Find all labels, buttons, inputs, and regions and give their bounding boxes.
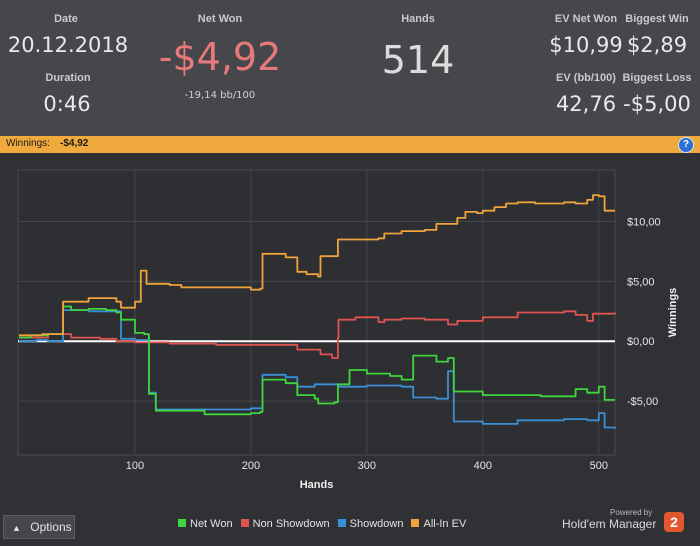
options-label: Options xyxy=(30,520,72,534)
x-tick-label: 300 xyxy=(358,460,376,472)
net-won-bb: -19,14 bb/100 xyxy=(184,90,256,101)
ev-bb-value: 42,76 xyxy=(555,92,617,116)
hands-value: 514 xyxy=(381,38,455,82)
options-button[interactable]: ▲ Options xyxy=(3,515,75,539)
series-line-net-won xyxy=(19,305,615,416)
stats-header: Date 20.12.2018 Duration 0:46 Net Won -$… xyxy=(0,0,700,137)
winnings-bar-value: -$4,92 xyxy=(60,138,89,149)
y-tick-label: $10,00 xyxy=(627,216,661,228)
legend-item[interactable]: Non Showdown xyxy=(240,518,330,530)
ev-bb-label: EV (bb/100) xyxy=(556,72,616,84)
legend-item[interactable]: Net Won xyxy=(178,518,233,530)
x-tick-label: 400 xyxy=(474,460,492,472)
legend-swatch xyxy=(411,519,420,527)
caret-up-icon: ▲ xyxy=(12,523,21,533)
y-tick-label: $5,00 xyxy=(627,276,655,288)
date-label: Date xyxy=(54,13,78,25)
winnings-bar: Winnings: -$4,92 ? xyxy=(0,136,700,153)
net-won-label: Net Won xyxy=(197,13,243,25)
legend-label: All-In EV xyxy=(423,518,467,530)
legend-item[interactable]: Showdown xyxy=(337,518,404,530)
x-tick-label: 200 xyxy=(242,460,260,472)
series-line-showdown xyxy=(19,309,616,429)
biggest-win-value: $2,89 xyxy=(626,33,688,57)
y-tick-label: -$5,00 xyxy=(627,396,658,408)
x-tick-label: 500 xyxy=(590,460,608,472)
chart-legend: Net Won Non Showdown Showdown All-In EV xyxy=(178,518,474,530)
winnings-bar-label: Winnings: xyxy=(6,138,50,149)
x-tick-label: 100 xyxy=(126,460,144,472)
x-axis-title: Hands xyxy=(300,479,334,491)
duration-value: 0:46 xyxy=(43,92,91,116)
series-line-all-in-ev xyxy=(19,194,615,337)
legend-item[interactable]: All-In EV xyxy=(411,518,466,530)
hands-label: Hands xyxy=(401,13,435,25)
help-icon[interactable]: ? xyxy=(678,137,694,153)
powered-by-text: Powered by xyxy=(610,508,653,517)
biggest-loss-label: Biggest Loss xyxy=(622,72,692,84)
legend-swatch xyxy=(337,519,346,527)
winnings-chart-area: 100 200 300 400 500 $10,00 $5,00 $0,00 -$5,00 Han… xyxy=(0,153,700,541)
net-won-value: -$4,92 xyxy=(158,35,282,79)
legend-label: Non Showdown xyxy=(252,518,330,530)
duration-label: Duration xyxy=(45,72,91,84)
biggest-loss-value: -$5,00 xyxy=(623,92,691,116)
y-tick-label: $0,00 xyxy=(627,336,655,348)
ev-net-won-value: $10,99 xyxy=(549,33,623,57)
legend-label: Showdown xyxy=(349,518,404,530)
brand-name: Hold'em Manager xyxy=(562,517,657,531)
ev-net-won-label: EV Net Won xyxy=(554,13,618,25)
date-value: 20.12.2018 xyxy=(7,33,129,57)
biggest-win-label: Biggest Win xyxy=(625,13,689,25)
winnings-chart: 100 200 300 400 500 $10,00 $5,00 $0,00 -$5,00 Han… xyxy=(17,169,679,491)
legend-swatch xyxy=(178,519,186,527)
series-line-non-showdown xyxy=(19,310,616,359)
hm2-logo: 2 xyxy=(664,512,684,532)
y-axis-title: Winnings xyxy=(667,288,679,337)
legend-swatch xyxy=(240,519,249,527)
legend-label: Net Won xyxy=(190,518,233,530)
